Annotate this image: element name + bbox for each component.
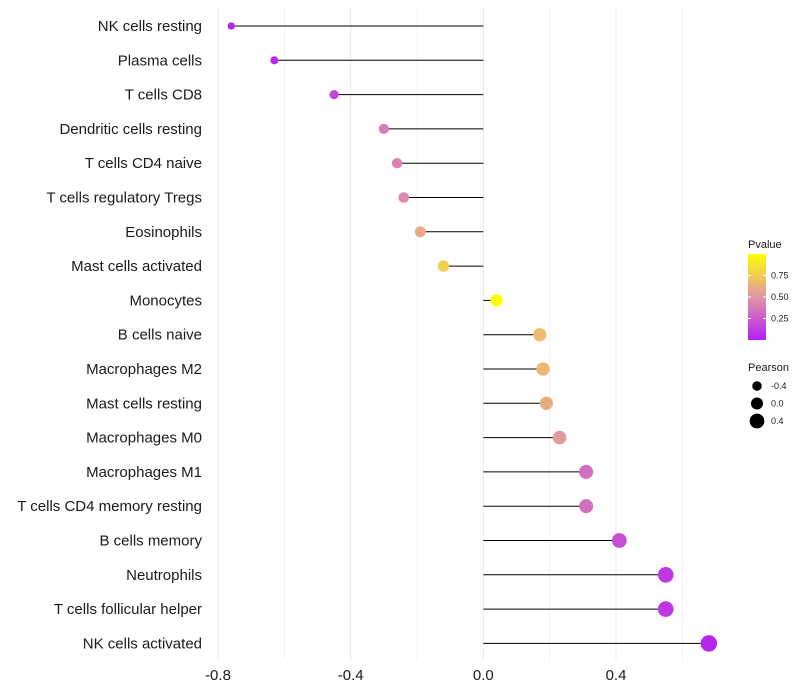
category-label: Macrophages M0 (86, 430, 202, 447)
lollipop-points (227, 22, 718, 652)
x-tick-label: 0.0 (473, 667, 494, 684)
lollipop-point (657, 601, 674, 617)
category-label: NK cells resting (98, 18, 202, 35)
size-legend-dot (749, 413, 765, 429)
lollipop-point (490, 294, 503, 307)
lollipop-point (700, 635, 718, 652)
size-legend-label: -0.4 (771, 381, 787, 391)
lollipop-point (270, 56, 279, 65)
color-legend-title: Pvalue (748, 239, 782, 251)
category-label: Eosinophils (125, 224, 202, 241)
category-label: Plasma cells (118, 52, 202, 69)
category-label: T cells CD4 memory resting (17, 498, 202, 515)
lollipop-point (398, 192, 410, 203)
color-legend-tick-label: 0.25 (771, 314, 789, 324)
category-label: Macrophages M1 (86, 464, 202, 481)
lollipop-point (611, 533, 627, 548)
lollipop-point (533, 328, 547, 342)
lollipop-point (579, 499, 594, 514)
lollipop-point (579, 464, 594, 479)
size-legend-items: -0.4 0.0 0.4 (749, 381, 787, 429)
lollipop-point (414, 226, 426, 238)
category-label: NK cells activated (83, 635, 202, 652)
lollipop-point (329, 89, 339, 100)
category-label: T cells follicular helper (54, 601, 202, 618)
lollipop-point (437, 260, 450, 272)
lollipop-point (536, 362, 550, 376)
category-label: Mast cells activated (71, 258, 202, 275)
category-labels: NK cells resting Plasma cells T cells CD8 D… (17, 18, 202, 652)
size-legend-label: 0.4 (771, 416, 784, 426)
category-label: Macrophages M2 (86, 361, 202, 378)
category-label: B cells naive (118, 327, 202, 344)
lollipop-point (552, 430, 567, 445)
size-legend-label: 0.0 (771, 399, 784, 409)
lollipop-point (227, 22, 235, 30)
color-legend-ticks: 0.75 0.50 0.25 (748, 271, 789, 324)
size-legend-dot (750, 397, 764, 410)
size-legend-title: Pearson (748, 362, 789, 374)
color-legend-tick-label: 0.75 (771, 271, 789, 281)
category-label: Monocytes (129, 292, 202, 309)
category-label: T cells CD4 naive (85, 155, 202, 172)
color-legend-bar (748, 254, 766, 340)
category-label: Neutrophils (126, 567, 202, 584)
x-tick-label: 0.4 (606, 667, 627, 684)
size-legend-dot (752, 381, 762, 391)
lollipop-point (378, 123, 389, 134)
grid-lines (217, 8, 683, 660)
lollipop-point (657, 566, 674, 583)
category-label: Dendritic cells resting (59, 121, 202, 138)
x-axis-ticks: -0.8 -0.4 0.0 0.4 (205, 667, 626, 684)
lollipop-segments (231, 25, 709, 644)
category-label: B cells memory (99, 533, 202, 550)
lollipop-point (391, 157, 403, 169)
legend: Pvalue 0.75 0.50 0.25 Pearson -0.4 0.0 0.4 (748, 239, 789, 429)
color-legend-tick-label: 0.50 (771, 292, 789, 302)
category-label: T cells CD8 (125, 87, 202, 104)
x-tick-label: -0.8 (205, 667, 231, 684)
category-label: Mast cells resting (86, 395, 202, 412)
x-tick-label: -0.4 (338, 667, 364, 684)
lollipop-point (539, 396, 554, 410)
category-label: T cells regulatory Tregs (46, 190, 202, 207)
